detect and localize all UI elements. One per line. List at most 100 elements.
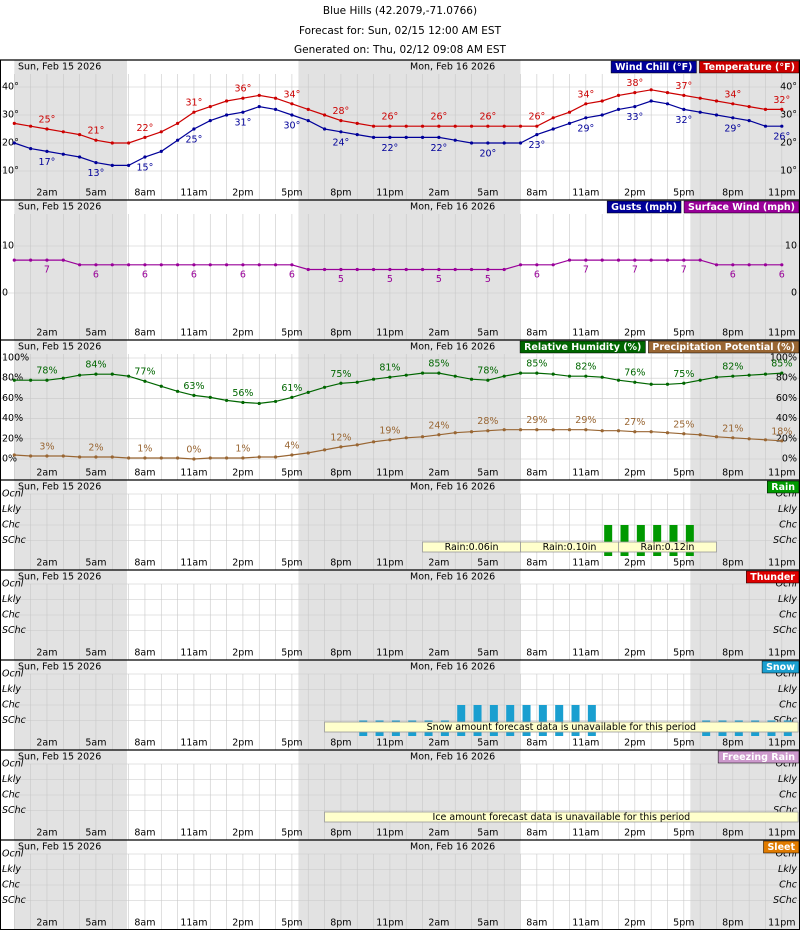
- data-label: 23°: [528, 140, 545, 151]
- hour-label: 8pm: [330, 558, 351, 569]
- bar: [571, 705, 580, 736]
- point: [273, 263, 278, 267]
- hour-label: 8am: [526, 828, 547, 839]
- point: [567, 121, 572, 125]
- data-label: 22°: [381, 143, 398, 154]
- y-tick-label: 60%: [2, 393, 23, 404]
- point: [437, 433, 441, 437]
- point: [159, 456, 163, 460]
- y-tick-label-right: Ocnl: [776, 669, 798, 680]
- point: [584, 374, 588, 378]
- point: [110, 141, 114, 145]
- point: [518, 124, 523, 128]
- point: [290, 263, 294, 267]
- hour-label: 5pm: [673, 918, 694, 929]
- data-label: 21°: [88, 126, 105, 137]
- day-label: Mon, Feb 16 2026: [410, 752, 495, 763]
- point: [241, 110, 245, 114]
- amount-label: Rain:0.06in: [445, 542, 499, 553]
- point: [600, 375, 604, 379]
- y-tick-label-right: 60%: [776, 393, 797, 404]
- hour-label: 8am: [134, 918, 155, 929]
- hour-label: 2pm: [624, 828, 645, 839]
- point: [731, 436, 735, 440]
- hour-label: 11am: [180, 558, 207, 569]
- y-tick-label: Lkly: [2, 594, 21, 605]
- y-tick-label-right: Lkly: [778, 684, 797, 695]
- y-tick-label-right: Lkly: [778, 774, 797, 785]
- point: [551, 372, 555, 376]
- hour-label: 5pm: [673, 188, 694, 199]
- data-label: 34°: [577, 89, 594, 100]
- point: [420, 371, 425, 375]
- y-tick-label-right: 80%: [776, 373, 797, 384]
- point: [94, 161, 98, 165]
- y-tick-label: SChc: [2, 715, 27, 726]
- point: [747, 105, 751, 109]
- hour-label: 8am: [526, 558, 547, 569]
- data-label: 25%: [673, 419, 694, 430]
- data-label: 25°: [186, 135, 203, 146]
- data-label: 38°: [626, 78, 643, 89]
- point: [29, 258, 33, 262]
- legend-label: Wind Chill (°F): [615, 62, 692, 73]
- hour-label: 2am: [428, 468, 449, 479]
- point: [371, 267, 376, 272]
- hour-label: 2pm: [624, 918, 645, 929]
- point: [355, 443, 359, 447]
- hour-label: 2pm: [624, 188, 645, 199]
- point: [633, 91, 637, 95]
- data-label: 5: [387, 274, 393, 285]
- hour-label: 2am: [36, 648, 57, 659]
- hour-label: 11pm: [768, 328, 795, 339]
- point: [404, 267, 408, 272]
- data-label: 32°: [773, 95, 790, 106]
- hour-label: 8am: [134, 468, 155, 479]
- hour-label: 11am: [572, 188, 599, 199]
- hour-label: 11am: [572, 738, 599, 749]
- hour-label: 11am: [180, 648, 207, 659]
- y-tick-label-right: SChc: [773, 895, 798, 906]
- hour-label: 8am: [134, 738, 155, 749]
- y-tick-label: 10°: [2, 166, 19, 177]
- point: [371, 124, 376, 128]
- amount-box: [324, 811, 799, 823]
- series-line: [14, 89, 782, 144]
- point: [273, 455, 278, 459]
- point: [616, 429, 621, 433]
- data-label: 28°: [332, 106, 349, 117]
- point: [437, 371, 441, 375]
- point: [306, 390, 310, 394]
- point: [698, 96, 702, 100]
- point: [78, 155, 82, 159]
- hour-label: 2am: [428, 188, 449, 199]
- point: [469, 141, 474, 145]
- point: [339, 445, 343, 449]
- hour-label: 5am: [477, 328, 498, 339]
- hour-label: 5am: [477, 188, 498, 199]
- data-label: 24°: [332, 137, 349, 148]
- point: [665, 431, 670, 435]
- hour-label: 8pm: [330, 828, 351, 839]
- hour-label: 2pm: [624, 468, 645, 479]
- y-tick-label-right: 40%: [776, 413, 797, 424]
- hour-label: 8pm: [722, 558, 743, 569]
- hour-label: 11am: [180, 738, 207, 749]
- point: [273, 399, 278, 404]
- day-label: Sun, Feb 15 2026: [18, 342, 101, 353]
- point: [143, 379, 147, 383]
- hour-label: 11pm: [768, 558, 795, 569]
- hour-label: 11pm: [768, 738, 795, 749]
- point: [535, 133, 539, 137]
- point: [633, 258, 637, 262]
- y-tick-label: Lkly: [2, 774, 21, 785]
- point: [616, 107, 621, 111]
- amount-box: [324, 721, 799, 733]
- hour-label: 5pm: [673, 738, 694, 749]
- hour-label: 2am: [428, 648, 449, 659]
- data-label: 85%: [771, 359, 792, 370]
- hour-label: 11pm: [376, 828, 403, 839]
- hour-label: 8pm: [722, 468, 743, 479]
- point: [469, 377, 474, 381]
